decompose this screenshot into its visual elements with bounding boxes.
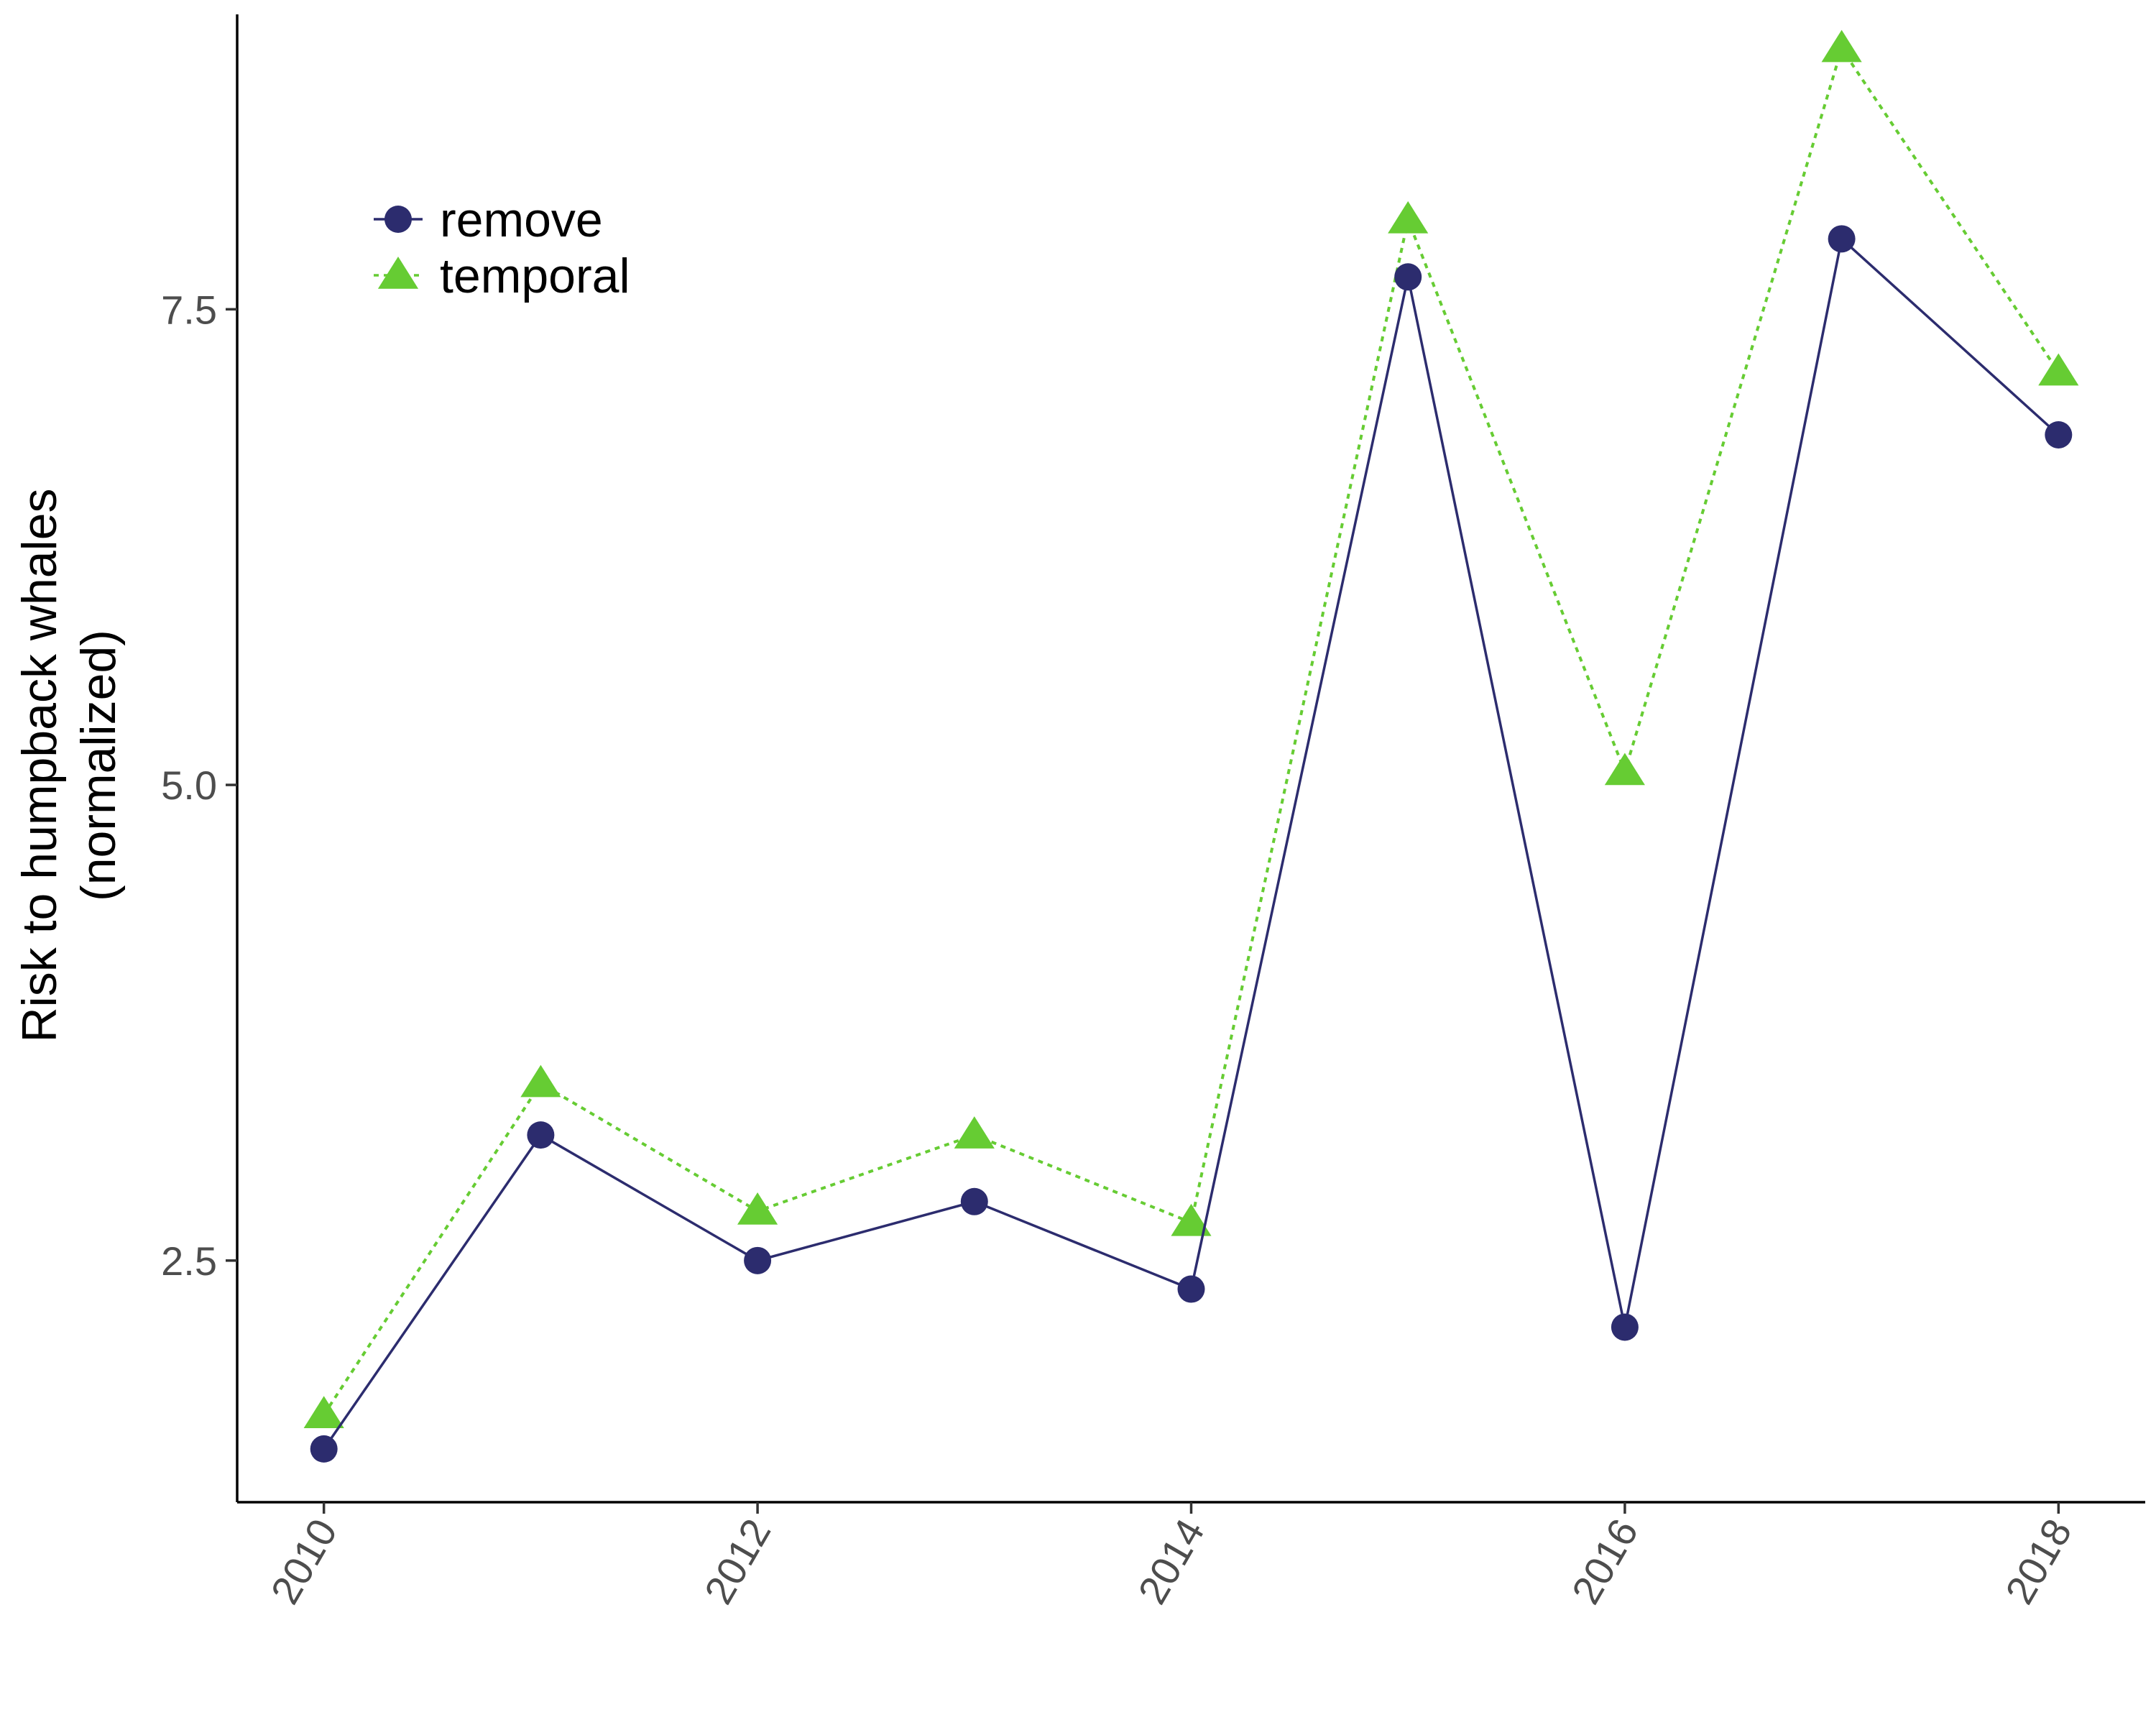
data-point-temporal xyxy=(1821,29,1862,63)
series-layer xyxy=(303,29,2079,1463)
data-point-remove xyxy=(2045,421,2073,448)
data-point-temporal xyxy=(1604,753,1645,786)
y-tick-label: 7.5 xyxy=(161,287,217,332)
x-tick-label: 2014 xyxy=(1129,1512,1213,1611)
data-point-remove xyxy=(310,1435,338,1463)
x-tick-label: 2018 xyxy=(1996,1512,2081,1611)
data-point-temporal xyxy=(2038,353,2079,386)
data-point-temporal xyxy=(1171,1203,1212,1236)
data-point-temporal xyxy=(520,1064,561,1098)
x-tick-label: 2016 xyxy=(1562,1512,1646,1611)
x-tick-label: 2010 xyxy=(262,1512,346,1611)
y-tick-label: 2.5 xyxy=(161,1238,217,1284)
legend-marker-triangle xyxy=(377,257,419,289)
series-remove xyxy=(310,225,2073,1463)
data-point-remove xyxy=(744,1246,772,1274)
legend-item-remove: remove xyxy=(374,193,603,247)
y-axis-title-line-2: (normalized) xyxy=(71,630,126,901)
data-point-temporal xyxy=(303,1396,344,1428)
legend-item-temporal: temporal xyxy=(374,249,630,303)
data-point-temporal xyxy=(1388,201,1429,234)
data-point-remove xyxy=(527,1121,555,1149)
y-tick-label: 5.0 xyxy=(161,763,217,808)
data-point-temporal xyxy=(737,1192,778,1225)
data-point-remove xyxy=(1394,263,1422,291)
y-axis-title-line-1: Risk to humpback whales xyxy=(12,488,67,1042)
legend-marker-circle xyxy=(384,206,412,233)
x-tick-label: 2012 xyxy=(696,1512,780,1611)
y-axis-title: Risk to humpback whales (normalized) xyxy=(12,488,126,1042)
data-point-remove xyxy=(1828,225,1856,253)
data-point-remove xyxy=(1177,1275,1205,1303)
series-temporal xyxy=(303,29,2079,1428)
data-point-remove xyxy=(960,1187,988,1215)
series-line-remove xyxy=(323,236,2060,1450)
data-point-remove xyxy=(1611,1313,1639,1341)
legend-label: temporal xyxy=(440,249,630,303)
data-point-temporal xyxy=(954,1116,995,1149)
legend-label: remove xyxy=(440,193,603,247)
